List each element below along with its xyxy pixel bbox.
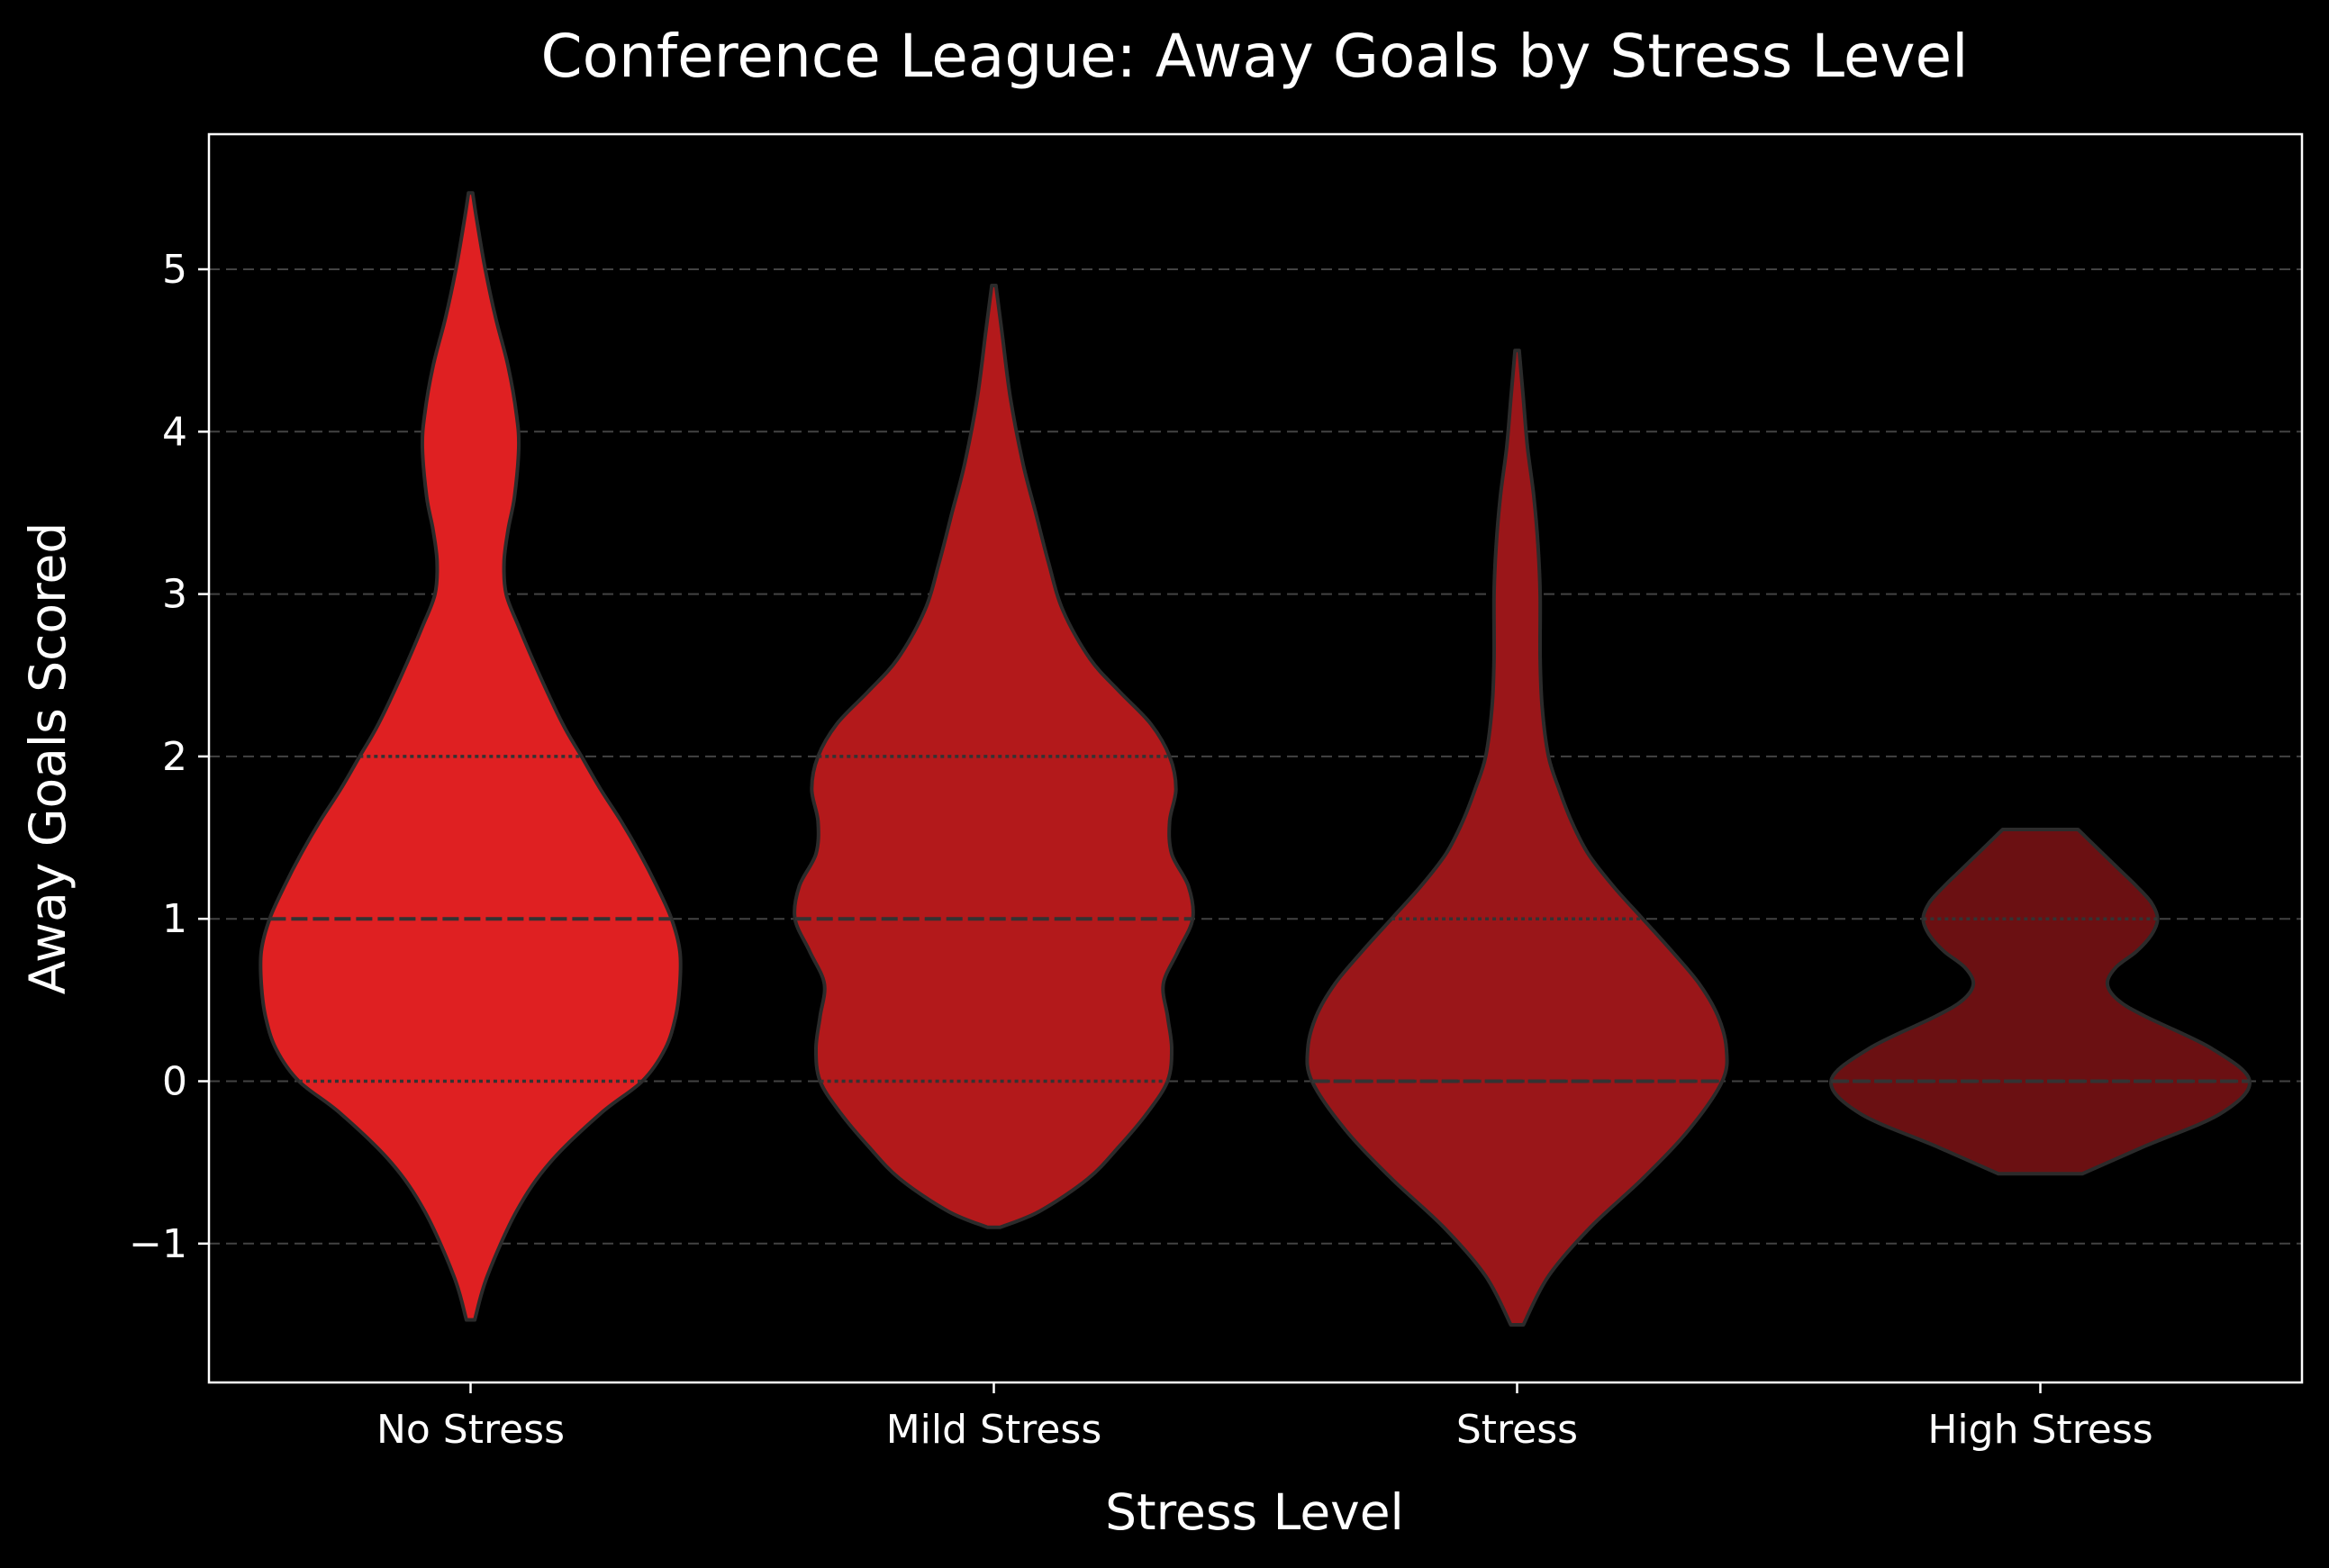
- y-tick-label: 5: [162, 247, 187, 293]
- y-tick-label: 3: [162, 572, 187, 618]
- x-axis-label: Stress Level: [1105, 1483, 1404, 1541]
- plot-frame: [207, 132, 2304, 1384]
- x-tick-label: High Stress: [1927, 1407, 2152, 1453]
- chart-title: Conference League: Away Goals by Stress …: [541, 22, 1969, 91]
- y-tick-label: 2: [162, 734, 187, 780]
- x-axis-ticks: No Stress Mild Stress Stress High Stress: [376, 1382, 2153, 1453]
- y-axis-ticks: −1 0 1 2 3 4 5: [129, 247, 209, 1267]
- x-tick-label: No Stress: [376, 1407, 565, 1453]
- quartile-lines: [269, 755, 2250, 1083]
- y-tick-label: 1: [162, 896, 187, 942]
- y-tick-label: 0: [162, 1059, 187, 1105]
- y-tick-label: 4: [162, 409, 187, 455]
- x-tick-label: Stress: [1456, 1407, 1578, 1453]
- x-tick-label: Mild Stress: [886, 1407, 1102, 1453]
- y-tick-label: −1: [129, 1221, 187, 1267]
- y-axis-label: Away Goals Scored: [19, 522, 77, 994]
- violin-high-stress: [1829, 828, 2252, 1176]
